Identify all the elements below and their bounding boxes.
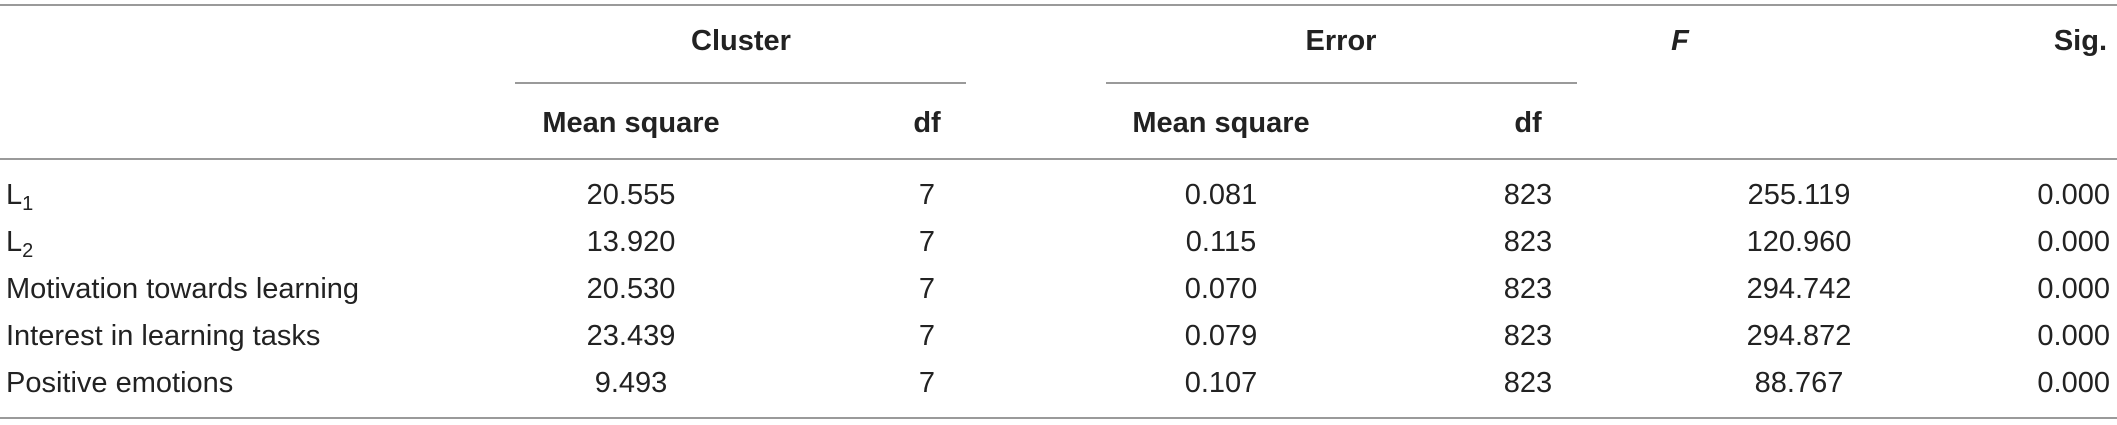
error-df-value: 823 — [1503, 273, 1553, 305]
f-value: 120.960 — [1746, 226, 1852, 258]
error-mean-square-value: 0.070 — [1184, 273, 1258, 305]
cluster-df-header: df — [913, 107, 941, 139]
cluster-df-value: 7 — [918, 320, 936, 352]
sig-value: 0.000 — [2037, 226, 2110, 258]
cluster-df-value: 7 — [918, 179, 936, 211]
row-label: Motivation towards learning — [6, 273, 360, 305]
error-mean-square-header: Mean square — [1132, 107, 1310, 139]
error-df-value: 823 — [1503, 367, 1553, 399]
sig-header: Sig. — [2053, 25, 2107, 57]
sig-value: 0.000 — [2037, 367, 2110, 399]
cluster-df-value: 7 — [918, 273, 936, 305]
sig-value: 0.000 — [2037, 179, 2110, 211]
row-label: Interest in learning tasks — [6, 320, 321, 352]
cluster-mean-square-value: 20.555 — [586, 179, 676, 211]
f-value: 294.742 — [1746, 273, 1852, 305]
cluster-header: Cluster — [691, 25, 791, 57]
error-df-value: 823 — [1503, 179, 1553, 211]
sig-value: 0.000 — [2037, 320, 2110, 352]
row-label: Positive emotions — [6, 367, 234, 399]
bottom-rule — [0, 417, 2117, 419]
error-df-header: df — [1514, 107, 1542, 139]
cluster-mean-square-value: 23.439 — [586, 320, 676, 352]
cluster-group-rule — [515, 82, 966, 84]
top-rule — [0, 4, 2117, 6]
cluster-df-value: 7 — [918, 367, 936, 399]
error-mean-square-value: 0.081 — [1184, 179, 1258, 211]
cluster-mean-square-header: Mean square — [542, 107, 720, 139]
sig-value: 0.000 — [2037, 273, 2110, 305]
f-value: 255.119 — [1747, 179, 1851, 211]
error-df-value: 823 — [1503, 226, 1553, 258]
cluster-df-value: 7 — [918, 226, 936, 258]
cluster-mean-square-value: 13.920 — [586, 226, 676, 258]
error-mean-square-value: 0.107 — [1184, 367, 1258, 399]
error-df-value: 823 — [1503, 320, 1553, 352]
f-header: F — [1671, 25, 1689, 57]
error-mean-square-value: 0.079 — [1184, 320, 1258, 352]
error-header: Error — [1305, 25, 1377, 57]
cluster-mean-square-value: 20.530 — [586, 273, 676, 305]
header-rule — [0, 158, 2117, 160]
row-label: L1 — [6, 179, 34, 215]
error-group-rule — [1106, 82, 1577, 84]
f-value: 88.767 — [1754, 367, 1844, 399]
cluster-mean-square-value: 9.493 — [594, 367, 668, 399]
error-mean-square-value: 0.115 — [1185, 226, 1257, 258]
row-label: L2 — [6, 226, 34, 262]
f-value: 294.872 — [1746, 320, 1852, 352]
